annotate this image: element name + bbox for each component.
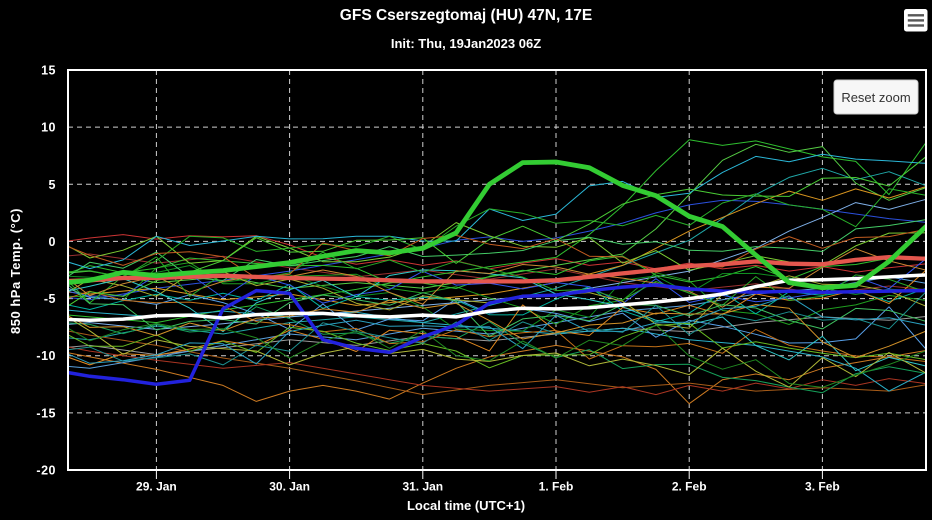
svg-text:5: 5 [49,178,56,192]
svg-text:15: 15 [41,64,56,78]
svg-text:2. Feb: 2. Feb [672,480,707,494]
svg-text:Reset zoom: Reset zoom [841,90,910,105]
svg-text:-15: -15 [36,406,56,420]
svg-text:-5: -5 [44,292,56,306]
svg-text:1. Feb: 1. Feb [539,480,574,494]
svg-text:3. Feb: 3. Feb [805,480,840,494]
svg-text:850 hPa Temp. (°C): 850 hPa Temp. (°C) [8,208,23,334]
svg-text:GFS Cserszegtomaj (HU) 47N, 17: GFS Cserszegtomaj (HU) 47N, 17E [340,7,592,24]
svg-text:31. Jan: 31. Jan [402,480,443,494]
svg-text:30. Jan: 30. Jan [269,480,310,494]
svg-text:Local time (UTC+1): Local time (UTC+1) [407,498,525,513]
svg-text:Init: Thu, 19Jan2023 06Z: Init: Thu, 19Jan2023 06Z [391,36,541,51]
svg-text:10: 10 [41,121,56,135]
svg-text:29. Jan: 29. Jan [136,480,177,494]
svg-text:0: 0 [49,235,56,249]
svg-text:-20: -20 [36,464,56,478]
svg-text:-10: -10 [36,349,56,363]
